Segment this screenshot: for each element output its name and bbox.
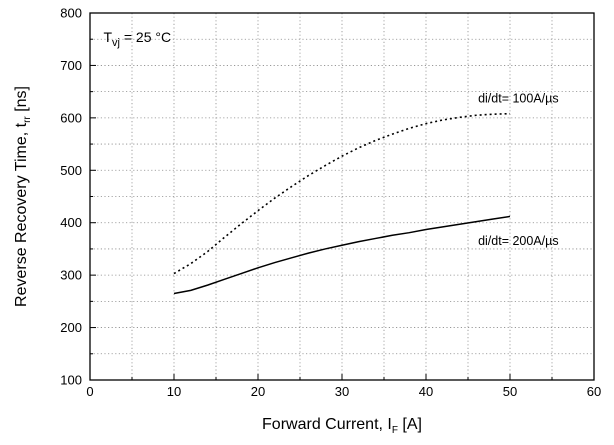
series-line-1	[173, 112, 511, 275]
series-label-200: di/dt= 200A/µs	[478, 234, 559, 248]
y-tick-label: 200	[60, 320, 82, 335]
x-axis-label: Forward Current, IF [A]	[262, 416, 422, 436]
x-tick-label: 20	[251, 384, 265, 399]
plot-frame	[89, 12, 595, 381]
x-tick-label: 50	[503, 384, 517, 399]
y-tick-label: 400	[60, 215, 82, 230]
condition-label: Tvj = 25 °C	[103, 29, 171, 49]
x-tick-label: 10	[167, 384, 181, 399]
x-tick-label: 60	[587, 384, 601, 399]
y-tick-label: 700	[60, 58, 82, 73]
x-tick-label: 40	[419, 384, 433, 399]
series-label-100: di/dt= 100A/µs	[478, 91, 559, 105]
y-tick-label: 500	[60, 163, 82, 178]
series-lines	[173, 112, 511, 295]
grid-lines	[90, 13, 594, 380]
series-line-2	[173, 215, 511, 295]
y-tick-label: 600	[60, 110, 82, 125]
x-tick-label: 30	[335, 384, 349, 399]
axis-labels: 0 10 20 30 40 50 60 100 200 300 400 500 600 700 800 di/…	[13, 6, 601, 437]
y-tick-label: 300	[60, 268, 82, 283]
y-axis-label: Reverse Recovery Time, trr [ns]	[13, 86, 33, 307]
x-tick-label: 0	[86, 384, 93, 399]
y-tick-label: 800	[60, 6, 82, 21]
y-tick-label: 100	[60, 373, 82, 388]
